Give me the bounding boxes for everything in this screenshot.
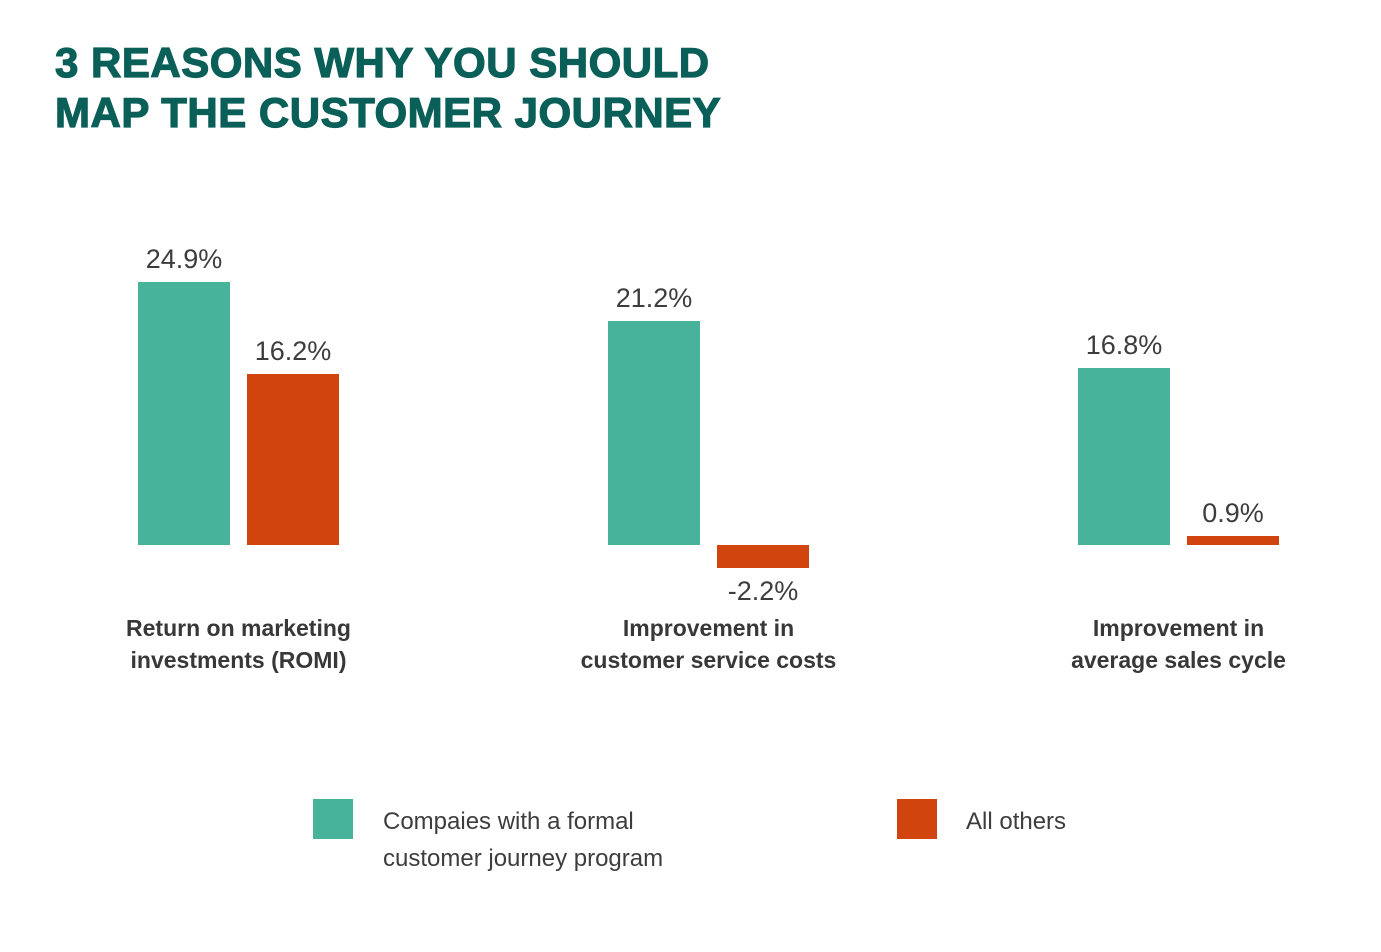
bar-formal-program-group-3 <box>1078 367 1170 545</box>
category-label-line: investments (ROMI) <box>130 647 347 673</box>
bar-formal-program-group-1 <box>138 282 230 545</box>
legend-swatch-all-others <box>897 799 937 839</box>
legend-label-line: Compaies with a formal <box>383 808 634 835</box>
chart-title-line-1: 3 REASONS WHY YOU SHOULD <box>54 38 710 86</box>
value-label-all-others-group-2: -2.2% <box>727 576 799 607</box>
value-label-all-others-group-3: 0.9% <box>1202 497 1264 528</box>
category-label-line: Return on marketing <box>126 615 351 641</box>
legend-label-line: All others <box>966 808 1067 835</box>
chart-title: 3 REASONS WHY YOU SHOULD MAP THE CUSTOMER… <box>54 38 722 138</box>
category-label-line: customer service costs <box>580 647 837 673</box>
category-label-group-2: Improvement in customer service costs <box>519 612 899 676</box>
category-label-line: Improvement in <box>1092 615 1265 641</box>
value-label-formal-program-group-3: 16.8% <box>1085 329 1163 360</box>
bar-formal-program-group-2 <box>608 321 700 545</box>
bar-all-others-group-3 <box>1187 535 1279 545</box>
category-label-group-1: Return on marketing investments (ROMI) <box>49 612 429 676</box>
bar-all-others-group-1 <box>247 374 339 545</box>
legend-label-line: customer journey program <box>383 845 664 872</box>
chart-title-line-2: MAP THE CUSTOMER JOURNEY <box>54 88 722 136</box>
value-label-formal-program-group-2: 21.2% <box>615 283 693 314</box>
legend-label-all-others: All others <box>966 803 1066 840</box>
category-label-line: average sales cycle <box>1071 647 1286 673</box>
category-label-group-3: Improvement in average sales cycle <box>989 612 1369 676</box>
value-label-formal-program-group-1: 24.9% <box>145 244 223 275</box>
legend-label-formal-program: Compaies with a formal customer journey … <box>383 803 663 877</box>
bar-all-others-group-2 <box>717 545 809 569</box>
legend-swatch-formal-program <box>313 799 353 839</box>
category-label-line: Improvement in <box>622 615 795 641</box>
value-label-all-others-group-1: 16.2% <box>254 336 332 367</box>
